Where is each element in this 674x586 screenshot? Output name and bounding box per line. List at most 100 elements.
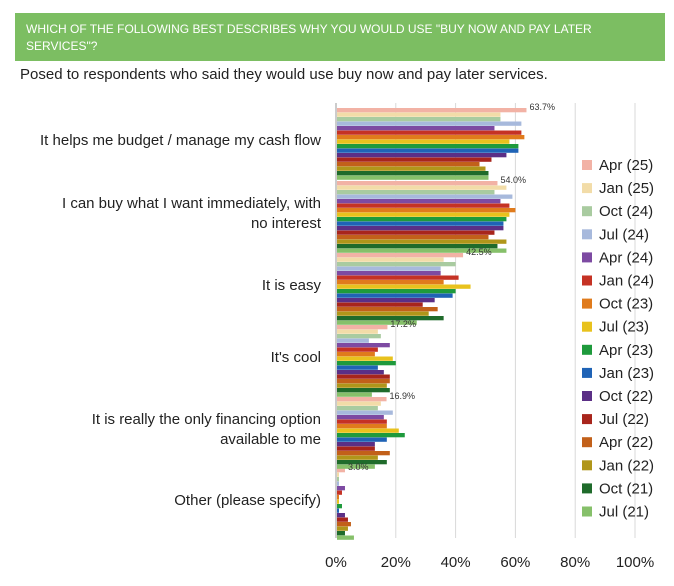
legend-label: Oct (22) [599,388,653,405]
bar-jul-21 [337,248,507,253]
bar-jul-24 [337,121,522,126]
bar-apr-23 [337,361,396,366]
bar-apr-23 [337,433,405,438]
legend-swatch [582,298,592,309]
category-label: Other (please specify) [174,492,321,509]
bar-jul-23 [337,428,399,433]
legend-label: Oct (21) [599,480,653,497]
category-label: It's cool [271,349,321,366]
category-label: available to me [220,431,321,448]
bar-jan-22 [337,455,378,460]
bar-oct-23 [337,424,387,429]
category-label: I can buy what I want immediately, with [62,195,321,212]
bar-oct-23 [337,135,525,140]
bar-apr-22 [337,235,489,240]
legend-label: Apr (24) [599,249,653,266]
bar-jul-22 [337,446,375,451]
bar-jul-23 [337,356,393,361]
legend-swatch [582,437,592,448]
category-label: no interest [251,215,322,232]
bar-jul-24 [337,481,339,486]
bar-apr-22 [337,379,390,384]
x-tick-label: 60% [500,554,530,571]
legend-swatch [582,391,592,401]
bar-jan-23 [337,293,453,298]
bar-oct-22 [337,513,345,518]
x-tick-label: 0% [325,554,347,571]
bar-apr-25 [337,181,498,186]
bar-jan-24 [337,203,510,208]
bar-apr-24 [337,126,495,131]
bar-oct-22 [337,442,375,447]
bar-jan-23 [337,221,504,226]
bar-jul-24 [337,338,369,343]
bar-apr-24 [337,415,384,420]
bar-apr-22 [337,522,351,527]
bar-oct-23 [337,352,375,357]
bar-apr-25 [337,397,387,402]
chart-subtitle: Posed to respondents who said they would… [20,66,548,83]
legend-label: Jul (22) [599,411,649,428]
bar-jul-24 [337,266,441,271]
category-label: It is really the only financing option [92,411,321,428]
bar-oct-24 [337,190,495,195]
bar-apr-23 [337,144,519,149]
legend-swatch [582,183,592,194]
bar-jan-25 [337,257,444,262]
bar-apr-22 [337,307,438,312]
legend-label: Apr (25) [599,157,653,174]
bar-jul-24 [337,194,513,199]
bar-oct-21 [337,171,489,176]
bar-jan-25 [337,329,378,334]
bar-jul-21 [337,175,489,180]
bar-jul-22 [337,374,390,379]
bar-oct-24 [337,406,378,411]
bar-jan-24 [337,490,342,495]
bar-jul-22 [337,157,492,162]
data-label: 54.0% [500,175,526,185]
bar-jan-22 [337,311,429,316]
bar-jan-25 [337,185,507,190]
category-label: It is easy [262,277,322,294]
legend-label: Jan (24) [599,273,654,290]
legend-swatch [582,252,592,263]
bar-jul-21 [337,320,417,325]
legend-swatch [582,367,592,378]
legend-label: Jul (23) [599,319,649,336]
legend-swatch [582,483,592,494]
bar-jan-22 [337,526,348,531]
bar-jul-22 [337,517,348,522]
bar-oct-23 [337,280,444,285]
legend-swatch [582,344,592,355]
legend-label: Jul (21) [599,504,649,521]
legend-swatch [582,321,592,332]
bar-apr-22 [337,451,390,456]
bar-jan-22 [337,239,507,244]
bar-apr-25 [337,468,345,473]
bar-apr-24 [337,199,501,204]
legend-label: Jan (25) [599,180,654,197]
bar-oct-21 [337,244,498,249]
bar-jul-21 [337,464,375,469]
legend-label: Oct (24) [599,203,653,220]
bar-jan-24 [337,130,522,135]
legend-swatch [582,506,592,517]
x-tick-label: 40% [441,554,471,571]
bar-jan-25 [337,401,381,406]
bar-jan-24 [337,275,459,280]
bar-oct-24 [337,117,501,122]
question-header: WHICH OF THE FOLLOWING BEST DESCRIBES WH… [15,13,665,61]
bar-oct-23 [337,208,516,213]
bar-jul-22 [337,302,423,307]
bar-apr-24 [337,486,345,491]
legend-label: Jan (22) [599,457,654,474]
bar-jul-21 [337,392,372,397]
data-label: 42.5% [466,247,492,257]
bar-apr-23 [337,504,342,509]
data-label: 16.9% [390,391,416,401]
data-label: 3.0% [348,462,369,472]
legend-label: Jul (24) [599,226,649,243]
bar-oct-23 [337,495,339,500]
bar-oct-22 [337,153,507,158]
bar-jan-23 [337,148,519,153]
